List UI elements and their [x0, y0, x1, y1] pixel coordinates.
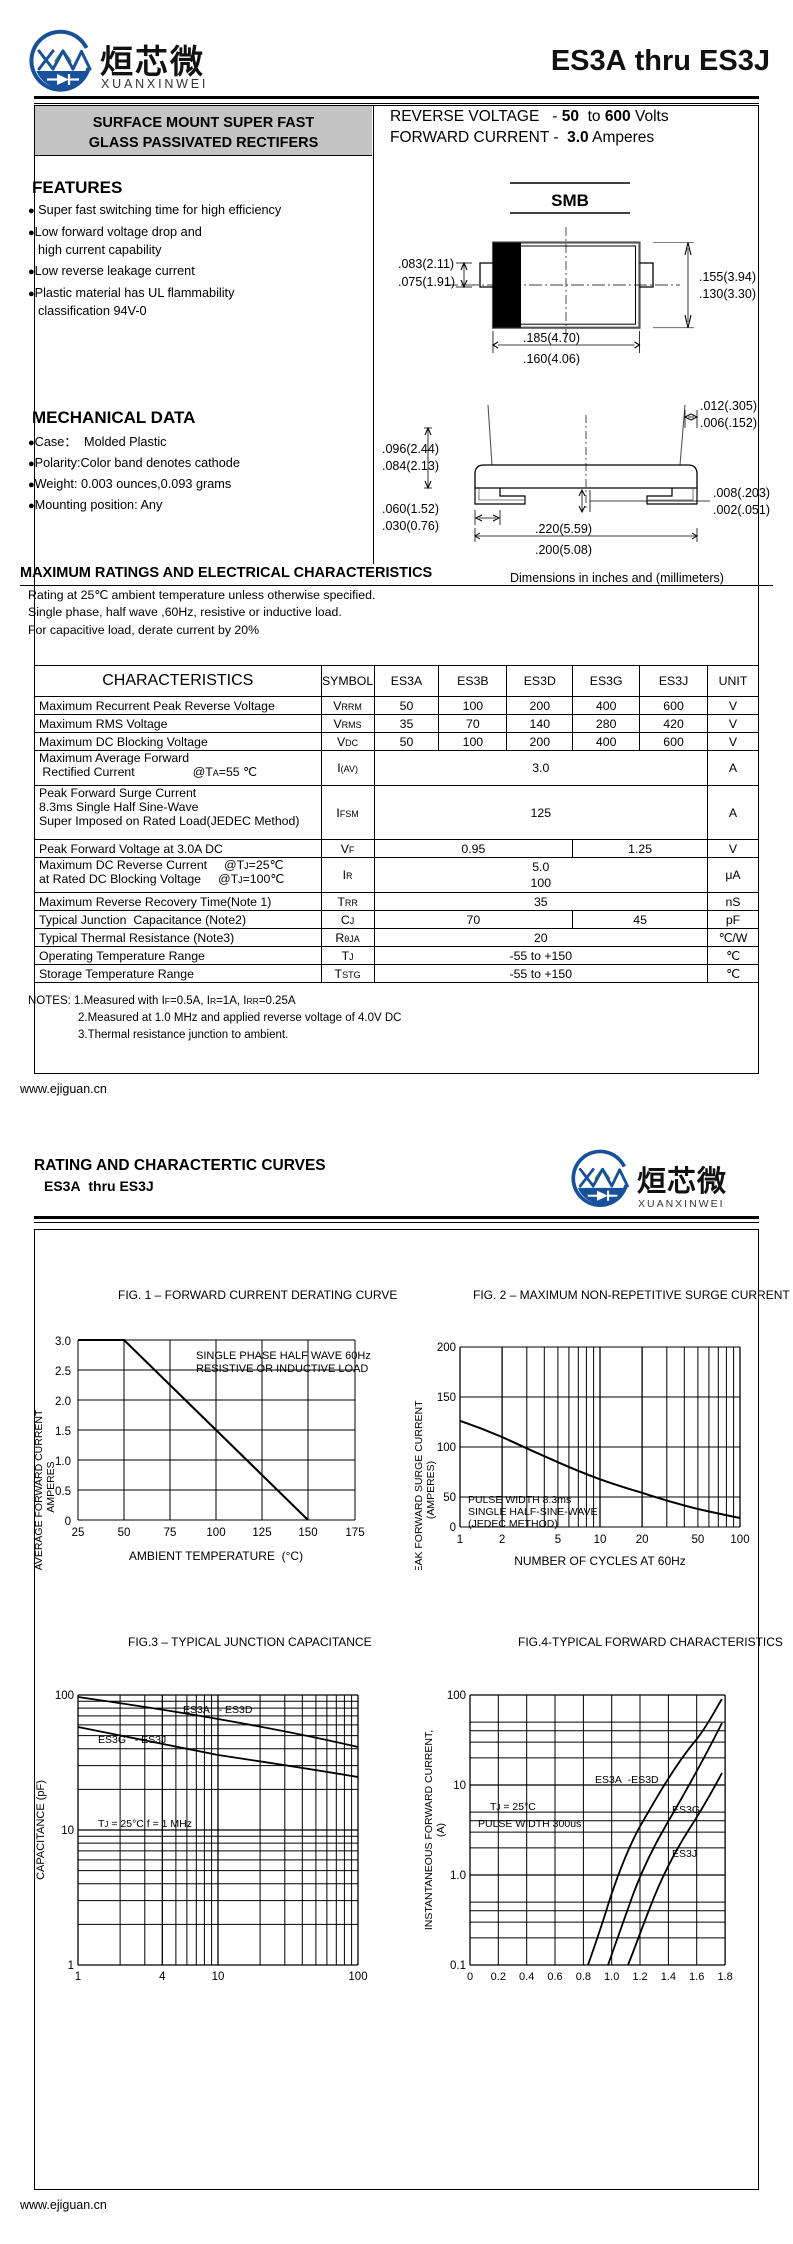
- svg-text:.200(5.08): .200(5.08): [535, 543, 592, 557]
- svg-text:10: 10: [453, 1780, 466, 1792]
- svg-text:.185(4.70): .185(4.70): [523, 331, 580, 345]
- svg-text:1.0: 1.0: [604, 1971, 619, 1983]
- svg-text:10: 10: [212, 1971, 225, 1983]
- svg-text:175: 175: [345, 1527, 364, 1539]
- svg-text:SINGLE HALF-SINE-WAVE: SINGLE HALF-SINE-WAVE: [468, 1506, 598, 1518]
- svg-text:.002(.051): .002(.051): [713, 503, 770, 517]
- svg-text:(A): (A): [435, 1823, 447, 1837]
- svg-text:.060(1.52): .060(1.52): [382, 502, 439, 516]
- svg-text:3.0: 3.0: [55, 1336, 71, 1348]
- svg-text:ES3A -ES3D: ES3A -ES3D: [595, 1774, 659, 1786]
- svg-text:1: 1: [75, 1971, 81, 1983]
- svg-text:.155(3.94): .155(3.94): [699, 270, 756, 284]
- svg-text:1: 1: [68, 1960, 74, 1972]
- svg-text:4: 4: [159, 1971, 166, 1983]
- svg-text:.096(2.44): .096(2.44): [382, 442, 439, 456]
- svg-text:AMPERES: AMPERES: [45, 1461, 57, 1512]
- svg-text:1: 1: [457, 1534, 463, 1546]
- svg-text:150: 150: [437, 1392, 456, 1404]
- svg-text:ES3G: ES3G: [672, 1804, 700, 1816]
- svg-text:AVERAGE FORWARD CURRENT: AVERAGE FORWARD CURRENT: [33, 1409, 45, 1570]
- svg-text:50: 50: [118, 1527, 131, 1539]
- svg-text:1.6: 1.6: [689, 1971, 704, 1983]
- svg-text:1.2: 1.2: [632, 1971, 647, 1983]
- svg-text:25: 25: [72, 1527, 85, 1539]
- svg-text:.008(.203): .008(.203): [713, 486, 770, 500]
- svg-text:(AMPERES): (AMPERES): [425, 1461, 437, 1519]
- svg-text:100: 100: [437, 1442, 456, 1454]
- svg-text:ES3G - ES3J: ES3G - ES3J: [98, 1734, 166, 1746]
- svg-text:PULSE WIDTH 300us: PULSE WIDTH 300us: [478, 1818, 581, 1830]
- svg-text:SINGLE PHASE HALF WAVE 60Hz: SINGLE PHASE HALF WAVE 60Hz: [196, 1350, 371, 1362]
- svg-text:2: 2: [499, 1534, 505, 1546]
- svg-text:2.5: 2.5: [55, 1366, 71, 1378]
- svg-text:0.1: 0.1: [450, 1960, 466, 1972]
- svg-text:1.0: 1.0: [55, 1456, 71, 1468]
- svg-text:0.8: 0.8: [576, 1971, 591, 1983]
- svg-text:NUMBER OF CYCLES AT 60Hz: NUMBER OF CYCLES AT 60Hz: [514, 1554, 686, 1568]
- svg-text:.130(3.30): .130(3.30): [699, 287, 756, 301]
- svg-text:2.0: 2.0: [55, 1396, 71, 1408]
- svg-text:0.4: 0.4: [519, 1971, 534, 1983]
- svg-text:0.5: 0.5: [55, 1486, 71, 1498]
- svg-text:50: 50: [443, 1492, 456, 1504]
- svg-text:1.5: 1.5: [55, 1426, 71, 1438]
- svg-text:INSTANTANEOUS FORWARD CURRENT,: INSTANTANEOUS FORWARD CURRENT,: [423, 1730, 435, 1930]
- svg-text:.030(0.76): .030(0.76): [382, 519, 439, 533]
- svg-text:CAPACITANCE (pF): CAPACITANCE (pF): [35, 1780, 47, 1880]
- svg-text:.083(2.11): .083(2.11): [398, 257, 454, 271]
- svg-text:PEAK FORWARD SURGE CURRENT: PEAK FORWARD SURGE CURRENT: [413, 1400, 425, 1570]
- svg-text:.012(.305): .012(.305): [700, 399, 757, 413]
- svg-text:1.0: 1.0: [450, 1870, 466, 1882]
- svg-text:200: 200: [437, 1342, 456, 1354]
- svg-text:10: 10: [594, 1534, 607, 1546]
- svg-text:.220(5.59): .220(5.59): [535, 522, 592, 536]
- svg-text:0: 0: [467, 1971, 473, 1983]
- svg-text:100: 100: [206, 1527, 225, 1539]
- svg-text:0.2: 0.2: [491, 1971, 506, 1983]
- svg-text:1.4: 1.4: [661, 1971, 676, 1983]
- svg-text:1.8: 1.8: [717, 1971, 732, 1983]
- svg-text:10: 10: [61, 1825, 74, 1837]
- svg-text:.160(4.06): .160(4.06): [523, 352, 580, 366]
- svg-text:.006(.152): .006(.152): [700, 416, 757, 430]
- svg-text:100: 100: [348, 1971, 367, 1983]
- svg-text:SMB: SMB: [551, 191, 589, 210]
- svg-text:0: 0: [65, 1516, 71, 1528]
- svg-text:REVERSE VOLTAGE ,VOLTS: REVERSE VOLTAGE ,VOLTS: [138, 1994, 299, 1995]
- svg-text:0: 0: [450, 1522, 456, 1534]
- svg-text:TJ = 25°C: TJ = 25°C: [490, 1801, 536, 1813]
- svg-text:125: 125: [252, 1527, 271, 1539]
- svg-text:0.6: 0.6: [547, 1971, 562, 1983]
- svg-text:RESISTIVE OR INDUCTIVE LOAD: RESISTIVE OR INDUCTIVE LOAD: [196, 1363, 368, 1375]
- svg-text:.084(2.13): .084(2.13): [382, 459, 439, 473]
- svg-text:100: 100: [730, 1534, 749, 1546]
- svg-text:TJ = 25°C f = 1 MHz: TJ = 25°C f = 1 MHz: [98, 1818, 192, 1830]
- svg-text:.075(1.91): .075(1.91): [398, 275, 455, 289]
- svg-text:AMBIENT TEMPERATURE (°C): AMBIENT TEMPERATURE (°C): [129, 1549, 303, 1563]
- svg-text:150: 150: [298, 1527, 317, 1539]
- svg-text:5: 5: [555, 1534, 561, 1546]
- svg-text:50: 50: [692, 1534, 705, 1546]
- svg-text:ES3J: ES3J: [672, 1848, 697, 1860]
- svg-text:100: 100: [447, 1690, 466, 1702]
- svg-text:ES3A - ES3D: ES3A - ES3D: [183, 1704, 253, 1716]
- svg-text:20: 20: [636, 1534, 649, 1546]
- svg-text:100: 100: [55, 1690, 74, 1702]
- svg-text:(JEDEC METHOD): (JEDEC METHOD): [468, 1518, 558, 1530]
- svg-text:75: 75: [164, 1527, 177, 1539]
- svg-text:PULSE WIDTH 8.3ms: PULSE WIDTH 8.3ms: [468, 1494, 571, 1506]
